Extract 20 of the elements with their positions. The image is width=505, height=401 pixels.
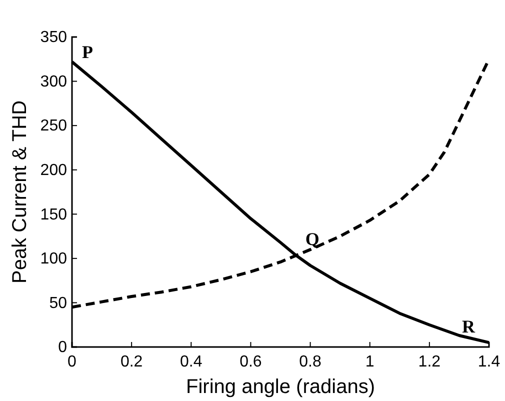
annotation: Q [305, 228, 320, 249]
y-tick-label: 350 [40, 29, 68, 46]
x-tick-label: 0.6 [240, 353, 262, 370]
y-axis-title: Peak Current & THD [9, 100, 31, 284]
y-tick-label: 200 [40, 162, 68, 179]
annotation: P [82, 42, 93, 62]
x-tick-label: 0.8 [299, 353, 322, 370]
y-tick-label: 150 [40, 206, 68, 224]
y-tick-label: 0 [58, 339, 68, 356]
y-tick-label: 300 [40, 73, 68, 90]
annotation: R [462, 316, 476, 337]
x-tick-label: 1 [365, 353, 374, 370]
y-tick-label: 100 [40, 250, 68, 268]
x-axis-title: Firing angle (radians) [186, 376, 375, 398]
x-tick-label: 1.4 [478, 353, 500, 370]
y-tick-label: 250 [40, 118, 68, 135]
x-tick-label: 1.2 [418, 353, 441, 370]
x-tick-label: 0.2 [120, 353, 143, 370]
x-tick-label: 0.4 [180, 353, 202, 370]
y-tick-label: 50 [49, 294, 68, 312]
